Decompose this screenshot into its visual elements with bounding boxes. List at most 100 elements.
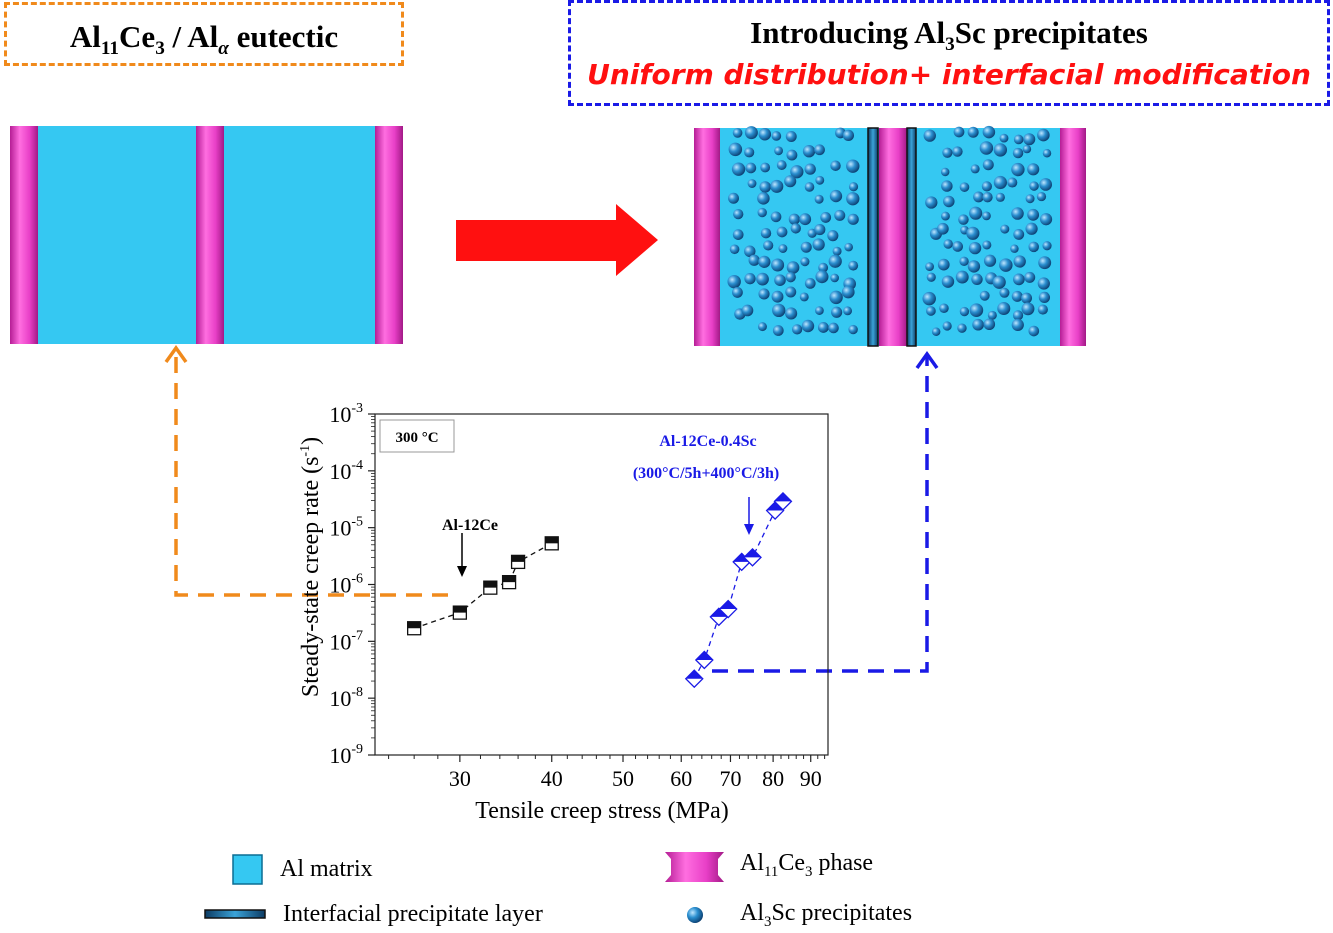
al3sc-precipitate: [979, 290, 990, 301]
al3sc-precipitate: [926, 306, 936, 316]
interfacial-layer-swatch: [204, 909, 266, 919]
x-axis-label: Tensile creep stress (MPa): [475, 798, 729, 824]
al3sc-precipitate: [802, 145, 816, 158]
interfacial-layer: [906, 127, 917, 347]
al3sc-precipitate: [771, 131, 782, 141]
al3sc-precipitate: [828, 254, 842, 268]
al11ce3-phase-bar: [375, 126, 403, 344]
al3sc-precipitate: [727, 274, 741, 289]
al-matrix-swatch: [232, 854, 263, 885]
al3sc-precipitate: [1024, 271, 1036, 283]
al3sc-precipitate: [774, 146, 783, 156]
al3sc-precipitate: [818, 262, 829, 273]
al3sc-precipitate: [758, 255, 771, 268]
series-pointer-arrowhead: [457, 566, 467, 577]
al3sc-precipitate: [1021, 302, 1035, 316]
al3sc-precipitate: [1028, 325, 1040, 337]
al3sc-precipitate: [982, 192, 993, 203]
series-label-al12ce-sc: Al-12Ce-0.4Sc: [659, 433, 756, 450]
data-point-square: [407, 621, 422, 636]
al3sc-precipitate: [828, 322, 839, 334]
al3sc-precipitate: [999, 133, 1009, 143]
y-tick-label: 10-8: [329, 685, 363, 711]
al3sc-precipitate: [952, 146, 963, 157]
al3sc-precipitate: [1022, 144, 1032, 154]
al3sc-precipitate: [744, 147, 755, 158]
al3sc-precipitate: [953, 126, 965, 138]
y-tick-label: 10-5: [329, 515, 363, 541]
legend: [204, 852, 724, 923]
al3sc-precipitate: [844, 242, 853, 252]
al3sc-precipitate: [776, 160, 787, 170]
al3sc-precipitate: [815, 270, 829, 284]
al3sc-precipitate: [1011, 318, 1024, 332]
al3sc-precipitate: [814, 144, 825, 156]
al3sc-precipitate: [969, 303, 984, 317]
al3sc-precipitate: [1036, 191, 1047, 202]
right-panel-title: Introducing Al3Sc precipitates: [750, 15, 1148, 56]
al3sc-precipitate: [770, 211, 782, 223]
al3sc-precipitate: [940, 167, 950, 177]
al3sc-precipitate: [959, 306, 970, 317]
al3sc-precipitate: [846, 192, 860, 206]
interfacial-layer: [867, 127, 879, 347]
blue-connector-arrow: [712, 350, 939, 673]
al3sc-precipitate: [1013, 255, 1026, 268]
al3sc-precipitate: [1038, 256, 1052, 270]
right-panel-subtitle: Uniform distribution+ interfacial modifi…: [587, 58, 1311, 91]
al3sc-precipitate: [785, 131, 797, 142]
al3sc-precipitate: [987, 310, 997, 320]
left-microstructure: [10, 126, 403, 344]
al3sc-precipitate: [790, 165, 804, 179]
creep-chart: 30 40 50 60 70 80 90 10-910-810-710-610-510-41…: [298, 401, 829, 824]
y-tick-label: 10-9: [329, 742, 363, 768]
al3sc-precipitate: [967, 260, 981, 273]
al3sc-precipitate: [733, 209, 744, 220]
legend-al11ce3-label: Al11Ce3 phase: [740, 850, 874, 880]
al3sc-precipitate: [1007, 177, 1018, 188]
al3sc-precipitate: [1027, 208, 1040, 221]
al3sc-precipitate: [848, 260, 859, 271]
al3sc-precipitate: [758, 128, 772, 141]
al3sc-precipitate: [923, 129, 936, 142]
legend-interfacial-layer-label: Interfacial precipitate layer: [283, 901, 543, 927]
al3sc-precipitate: [814, 224, 826, 236]
al3sc-precipitate: [848, 324, 858, 335]
y-axis: 10-9 10-8 10-7 10-6 10-5 10-4 10-3: [329, 401, 375, 768]
orange-connector-arrow: [164, 344, 448, 597]
data-point-square: [452, 605, 468, 620]
al3sc-precipitate: [1011, 290, 1023, 302]
data-point-diamond: [718, 599, 738, 619]
al3sc-precipitate: [983, 318, 996, 331]
al3sc-precipitate: [744, 245, 756, 258]
al3sc-precipitate: [772, 325, 784, 336]
data-point-diamond: [694, 650, 714, 670]
x-tick-label: 40: [541, 766, 563, 791]
al3sc-precipitate: [1023, 133, 1036, 146]
al3sc-precipitate: [943, 239, 953, 249]
al3sc-precipitate: [804, 163, 816, 175]
right-microstructure: [694, 125, 1086, 347]
al3sc-precipitate: [786, 261, 800, 274]
al3sc-precipitate: [966, 226, 980, 240]
al3sc-precipitate: [1037, 128, 1050, 142]
al3sc-precipitate: [941, 211, 950, 221]
al3sc-precipitate: [760, 228, 772, 239]
al3sc-precipitate: [772, 303, 786, 318]
x-tick-label: 90: [800, 766, 822, 791]
al3sc-precipitate: [820, 212, 832, 223]
al3sc-precipitate: [1025, 194, 1035, 204]
al3sc-precipitate: [999, 287, 1010, 298]
x-axis: 30 40 50 60 70 80 90: [388, 755, 826, 791]
al3sc-precipitate: [1011, 162, 1025, 177]
al11ce3-phase-swatch: [665, 852, 724, 882]
al3sc-precipitate: [939, 303, 949, 313]
temperature-label: 300 °C: [395, 430, 438, 446]
al3sc-precipitate: [758, 288, 770, 300]
al3sc-precipitate: [957, 323, 967, 333]
al3sc-precipitate: [786, 149, 798, 161]
al3sc-precipitate: [757, 192, 770, 205]
al3sc-precipitate: [732, 287, 743, 298]
al3sc-precipitate: [1000, 224, 1010, 234]
